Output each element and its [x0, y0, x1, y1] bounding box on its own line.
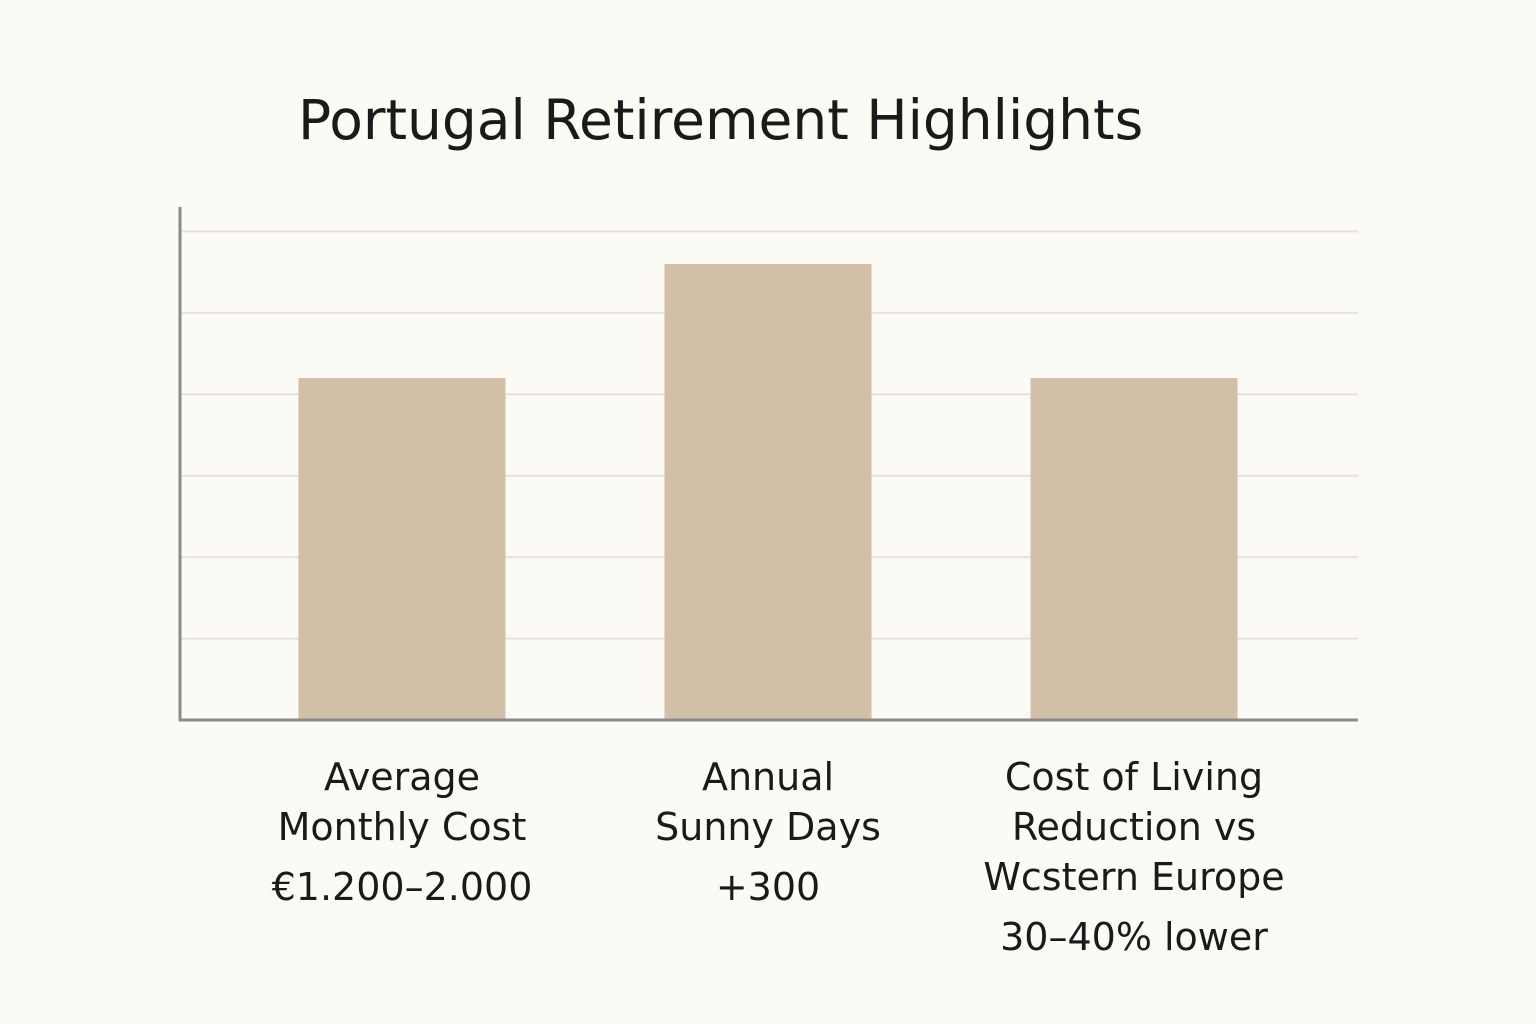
bar-1	[298, 378, 506, 720]
category-label-line: Sunny Days	[655, 805, 881, 849]
category-label-line: Annual	[701, 755, 835, 799]
axes	[178, 207, 1358, 722]
data-label: €1.200–2.000	[271, 865, 533, 909]
category-label-line: Reduction vs	[1011, 805, 1257, 849]
bar-3	[1030, 378, 1238, 720]
data-label: 30–40% lower	[1000, 915, 1268, 959]
category-label-line: Average	[323, 755, 481, 799]
bars	[298, 264, 1238, 720]
category-label-1: Average Monthly Cost €1.200–2.000	[202, 752, 602, 912]
chart-title: Portugal Retirement Highlights	[298, 88, 1144, 152]
category-label-line: Wcstern Europe	[983, 855, 1285, 899]
category-label-2: Annual Sunny Days +300	[568, 752, 968, 912]
data-label: +300	[715, 865, 821, 909]
category-label-line: Cost of Living	[1004, 755, 1264, 799]
category-label-line: Monthly Cost	[277, 805, 527, 849]
category-label-3: Cost of Living Reduction vs Wcstern Europe…	[934, 752, 1334, 962]
bar-2	[664, 264, 872, 720]
